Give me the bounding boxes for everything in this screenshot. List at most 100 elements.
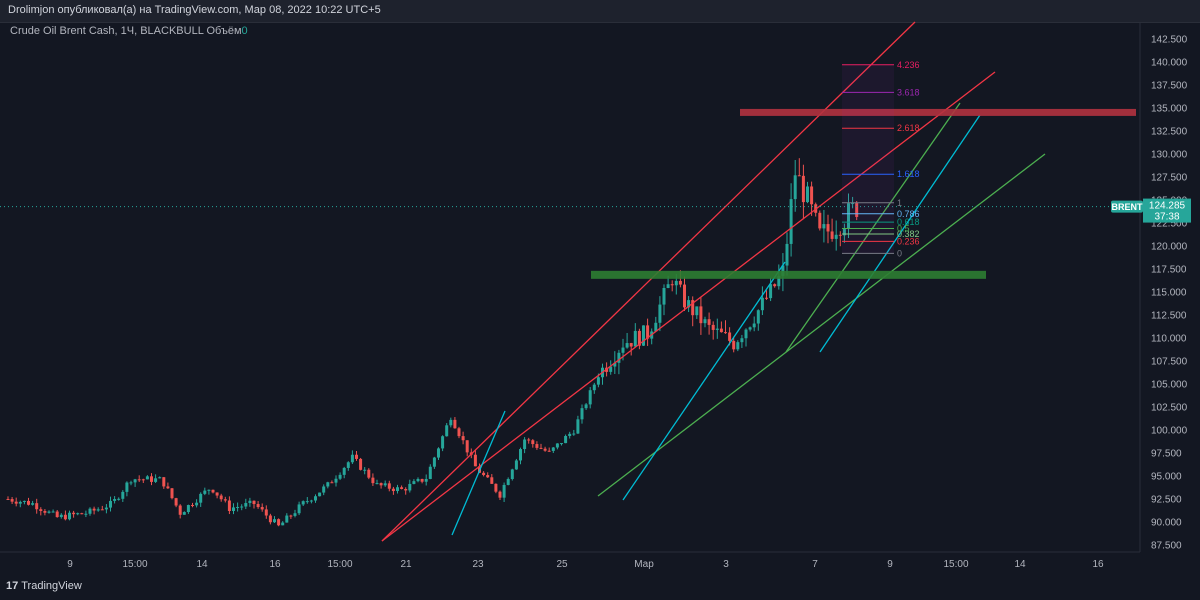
price-tick-label: 87.500 [1151,541,1182,552]
candle-body [363,469,367,471]
publish-header: Drolimjon опубликовал(а) на TradingView.… [0,0,1200,23]
candle-body [199,493,203,503]
candle-body [88,508,92,514]
candle-body [621,347,625,353]
candle-body [748,327,752,330]
price-tick-label: 90.000 [1151,518,1182,529]
candle-body [576,419,580,434]
candle-body [855,203,859,217]
candle-body [137,479,141,481]
candle-body [248,500,252,504]
candle-body [547,450,551,452]
time-tick-label: 9 [887,559,893,570]
fib-level-label: 0.618 [897,217,920,227]
candle-body [728,332,732,341]
symbol-name: Crude Oil Brent Cash, 1Ч, BLACKBULL [10,25,204,37]
time-tick-label: 16 [1092,559,1104,570]
candle-body [633,330,637,347]
candle-body [699,306,703,324]
price-axis[interactable]: 142.500 140.000 137.500 135.000 132.500 130.0… [1151,35,1188,552]
candle-body [826,224,830,232]
symbol-badge-text: BRENT [1112,202,1144,212]
price-tick-label: 117.500 [1151,265,1187,276]
candle-body [314,496,317,501]
candle-body [371,477,375,484]
candle-body [457,428,461,437]
candle-body [777,275,781,287]
price-tick-label: 140.000 [1151,58,1188,69]
time-axis[interactable]: 9 15:00 14 16 15:00 21 23 25 Мар 3 7 9 15:00 14 16 [67,559,1104,570]
candle-body [113,499,117,501]
candle-body [236,506,240,508]
tradingview-logo[interactable]: 17 TradingView [6,580,82,592]
candle-body [387,483,391,489]
price-tick-label: 142.500 [1151,35,1188,46]
candle-body [514,460,518,470]
fib-level-label: 0.382 [897,229,920,239]
candle-body [564,436,568,444]
candle-body [838,234,842,236]
candle-body [207,489,211,491]
candle-body [350,454,354,463]
fib-level-label: 0.236 [897,236,920,246]
candle-body [375,483,379,485]
candle-body [211,489,215,493]
candle-body [27,500,30,505]
tradingview-logo-icon: 17 [6,580,19,592]
candle-body [801,175,805,203]
price-tick-label: 132.500 [1151,127,1188,138]
candle-body [416,478,420,482]
symbol-badge [1111,200,1143,213]
candle-body [449,419,453,426]
candle-body [51,511,55,513]
candle-body [851,203,855,205]
price-tick-label: 97.500 [1151,449,1182,460]
candle-body [10,499,14,502]
symbol-legend[interactable]: Crude Oil Brent Cash, 1Ч, BLACKBULL Объё… [10,25,248,37]
candle-body [117,498,121,500]
candle-body [502,484,506,498]
candle-body [740,338,744,343]
candle-body [96,509,100,511]
candle-body [498,491,502,498]
candle-body [678,280,682,285]
candle-body [420,478,424,482]
time-tick-label: 14 [1014,559,1026,570]
candle-body [379,483,383,486]
candle-body [174,498,178,506]
candle-body [145,476,149,480]
candle-body [609,366,613,372]
candle-body [744,329,748,339]
candle-body [637,330,641,346]
candle-body [318,492,322,497]
time-tick-label: 15:00 [327,559,352,570]
candle-body [47,511,51,513]
fib-level-label: 0.5 [897,224,910,234]
resistance-zone [740,108,1136,116]
candle-body [244,503,248,507]
price-tick-label: 110.000 [1151,334,1187,345]
time-tick-label: 15:00 [122,559,147,570]
price-tick-label: 92.500 [1151,495,1182,506]
candle-body [494,483,498,492]
candle-body [818,212,822,229]
candle-body [293,513,297,516]
candle-body [186,505,190,513]
candle-body [182,512,186,515]
candle-body [359,458,363,470]
candle-body [162,477,166,487]
candle-body [191,505,194,507]
candle-body [510,469,514,480]
time-tick-label: 16 [269,559,281,570]
fib-level-label: 4.236 [897,60,920,70]
candle-body [461,436,465,441]
candle-body [268,515,272,523]
brand-name: TradingView [21,580,82,592]
candle-body [273,519,276,523]
price-badge-box [1143,198,1191,223]
candle-body [309,500,313,502]
fib-level-label: 1 [897,198,902,208]
candle-body [711,324,715,330]
